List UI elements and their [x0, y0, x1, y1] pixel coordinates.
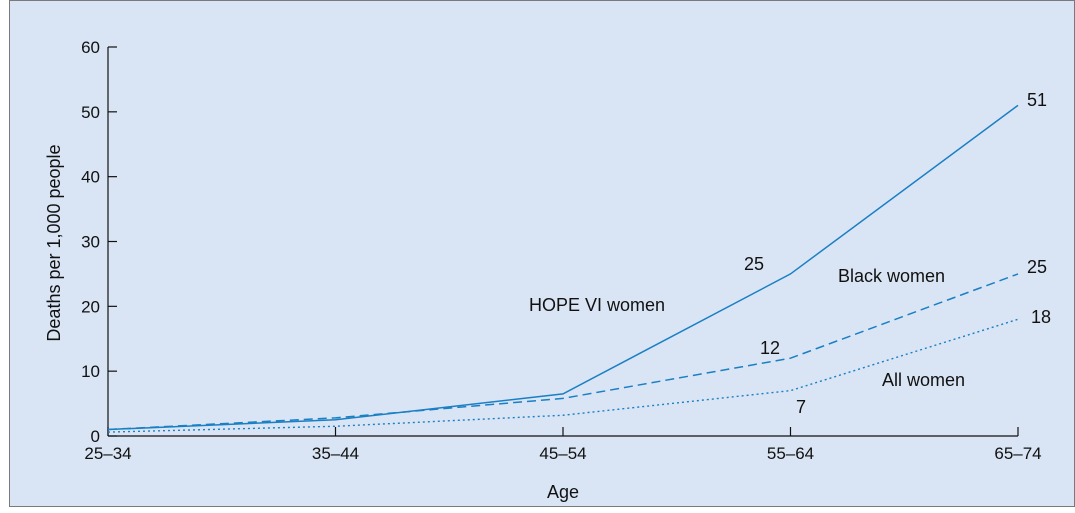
x-tick-label: 55–64	[767, 444, 814, 463]
series-line-all-women	[107, 318, 1019, 433]
x-axis-title: Age	[547, 482, 579, 502]
series-line-hope-vi-women	[107, 104, 1019, 431]
data-label-all-65-74: 18	[1031, 307, 1051, 327]
data-label-black-55-64: 12	[760, 338, 780, 358]
series-label-black-women: Black women	[838, 266, 945, 286]
y-tick-label: 30	[81, 233, 100, 252]
y-tick-label: 60	[81, 38, 100, 57]
data-label-hope-vi-55-64: 25	[744, 254, 764, 274]
x-tick-label: 65–74	[994, 444, 1041, 463]
x-ticks: 25–34 35–44 45–54 55–64 65–74	[84, 427, 1042, 463]
series-label-hope-vi-women: HOPE VI women	[529, 295, 665, 315]
y-axis-title: Deaths per 1,000 people	[44, 144, 64, 341]
x-tick-label: 45–54	[539, 444, 586, 463]
y-tick-label: 0	[91, 427, 100, 446]
data-label-black-65-74: 25	[1027, 257, 1047, 277]
y-tick-label: 10	[81, 362, 100, 381]
series-lines	[107, 104, 1019, 433]
series-line-black-women	[107, 273, 1019, 431]
chart-frame	[9, 0, 1075, 507]
series-label-all-women: All women	[882, 370, 965, 390]
y-tick-label: 50	[81, 103, 100, 122]
data-label-hope-vi-65-74: 51	[1027, 90, 1047, 110]
y-tick-label: 40	[81, 168, 100, 187]
data-label-all-55-64: 7	[796, 397, 806, 417]
x-tick-label: 25–34	[84, 444, 131, 463]
y-ticks: 0 10 20 30 40 50 60	[81, 38, 117, 446]
y-tick-label: 20	[81, 297, 100, 316]
x-tick-label: 35–44	[312, 444, 359, 463]
